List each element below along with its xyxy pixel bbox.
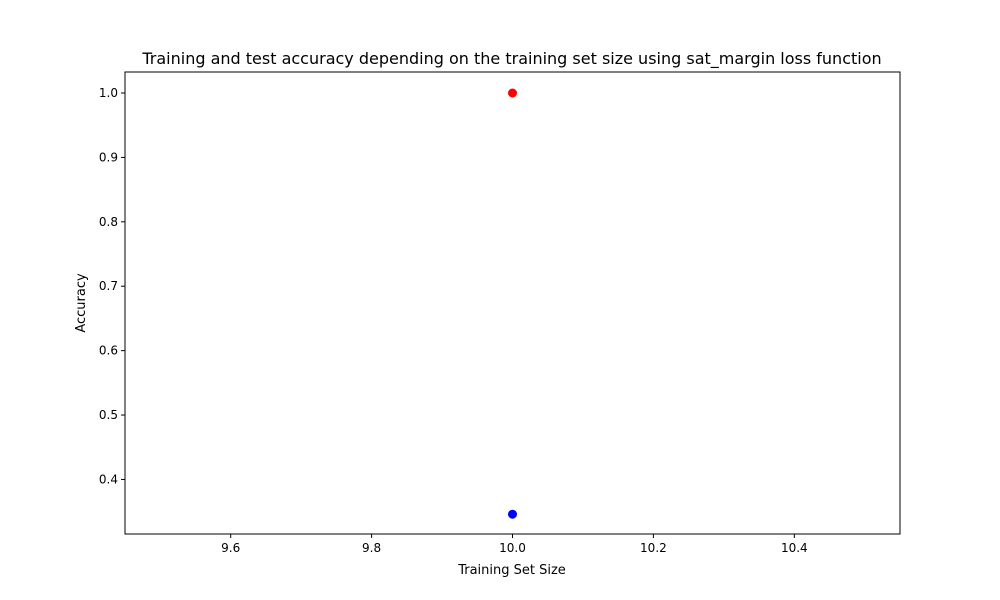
x-tick-label: 10.0 — [499, 541, 526, 555]
data-point-series-1 — [508, 509, 517, 519]
x-tick-label: 9.6 — [221, 541, 240, 555]
x-tick-label: 9.8 — [362, 541, 381, 555]
plot-frame — [124, 71, 901, 535]
y-tick-label: 0.5 — [99, 408, 118, 422]
data-points — [508, 88, 517, 519]
x-axis-label: Training Set Size — [457, 563, 566, 578]
y-axis-label: Accuracy — [74, 273, 89, 333]
x-tick-label: 10.4 — [781, 541, 808, 555]
y-tick-label: 0.6 — [99, 344, 118, 358]
x-tick-label: 10.2 — [640, 541, 667, 555]
y-tick-label: 1.0 — [99, 86, 118, 100]
y-tick-label: 0.4 — [99, 472, 118, 486]
chart-title: Training and test accuracy depending on … — [141, 49, 881, 69]
y-tick-label: 0.7 — [99, 279, 118, 293]
x-axis: 9.6 9.8 10.0 10.2 10.4 — [221, 534, 808, 555]
y-tick-label: 0.9 — [99, 150, 118, 164]
data-point-series-0 — [508, 88, 517, 98]
y-axis: 0.4 0.5 0.6 0.7 0.8 0.9 1.0 — [99, 86, 125, 486]
y-tick-label: 0.8 — [99, 215, 118, 229]
